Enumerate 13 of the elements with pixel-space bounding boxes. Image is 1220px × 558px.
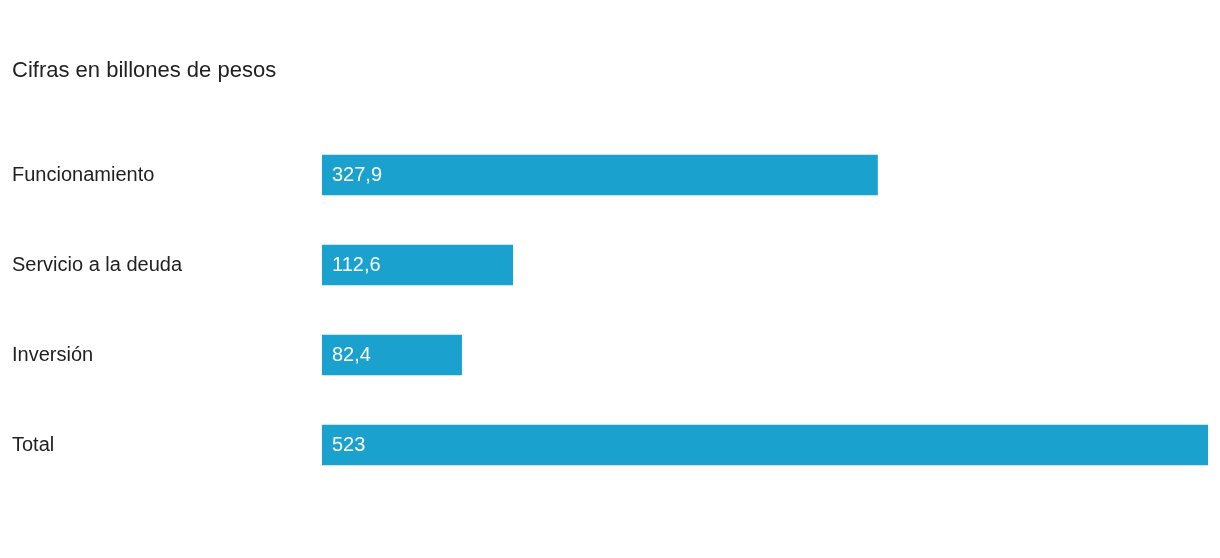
y-tick-label: Inversión <box>12 342 94 365</box>
text: Cifras en billones de pesos <box>12 56 278 84</box>
bar <box>322 424 1208 466</box>
bar <box>322 244 514 286</box>
bar <box>322 334 462 376</box>
data-label: 82,4 <box>332 342 371 365</box>
data-label: 327,9 <box>332 162 383 185</box>
y-tick-label: Total <box>12 432 55 455</box>
bar <box>322 154 878 196</box>
data-label: 112,6 <box>332 252 381 275</box>
y-tick-label: Servicio a la deuda <box>12 252 183 275</box>
data-label: 523 <box>332 432 366 455</box>
y-tick-label: Funcionamiento <box>12 162 155 185</box>
